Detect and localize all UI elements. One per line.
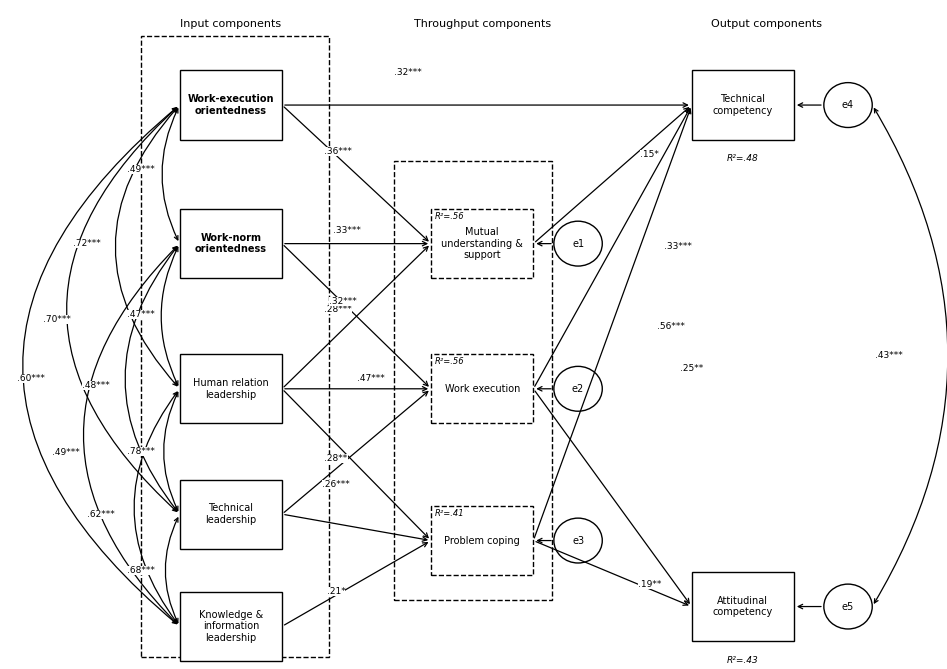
Text: .56***: .56***	[657, 322, 685, 330]
Ellipse shape	[824, 584, 872, 629]
Text: .47***: .47***	[357, 375, 384, 383]
Text: Work-norm
orientedness: Work-norm orientedness	[195, 233, 267, 254]
Text: e5: e5	[842, 601, 854, 611]
Ellipse shape	[554, 367, 602, 411]
Text: .62***: .62***	[86, 510, 115, 518]
Text: Knowledge &
information
leadership: Knowledge & information leadership	[199, 609, 263, 643]
FancyBboxPatch shape	[431, 506, 533, 575]
FancyBboxPatch shape	[180, 480, 282, 549]
Text: .68***: .68***	[127, 566, 154, 575]
Ellipse shape	[554, 518, 602, 563]
Text: .25**: .25**	[680, 365, 704, 373]
Text: e3: e3	[572, 536, 584, 545]
Text: .28***: .28***	[324, 305, 351, 314]
Text: .28**: .28**	[325, 454, 348, 462]
Text: Human relation
leadership: Human relation leadership	[193, 378, 269, 399]
Text: .19**: .19**	[638, 580, 661, 589]
Text: .78***: .78***	[127, 447, 154, 456]
Text: e2: e2	[572, 384, 584, 394]
Text: .26***: .26***	[322, 480, 349, 489]
Text: Technical
competency: Technical competency	[713, 94, 773, 116]
Ellipse shape	[554, 221, 602, 266]
Text: R²=.56: R²=.56	[435, 211, 464, 221]
Text: R²=.41: R²=.41	[435, 508, 464, 518]
Text: Work execution: Work execution	[444, 384, 520, 394]
Text: .48***: .48***	[82, 381, 110, 390]
Text: .70***: .70***	[43, 315, 71, 324]
FancyBboxPatch shape	[431, 209, 533, 278]
FancyBboxPatch shape	[180, 354, 282, 423]
Text: .15*: .15*	[640, 150, 659, 159]
Text: Work-execution
orientedness: Work-execution orientedness	[188, 94, 274, 116]
Text: Mutual
understanding &
support: Mutual understanding & support	[441, 227, 523, 260]
Text: .43***: .43***	[875, 351, 902, 361]
Text: e4: e4	[842, 100, 854, 110]
Text: R²=.43: R²=.43	[727, 656, 759, 665]
Text: .21*: .21*	[327, 587, 346, 596]
Text: .33***: .33***	[664, 242, 691, 252]
Text: R²=.48: R²=.48	[727, 155, 759, 163]
Text: .33***: .33***	[333, 226, 361, 235]
Text: .32***: .32***	[394, 68, 421, 76]
Text: e1: e1	[572, 239, 584, 249]
Text: .60***: .60***	[17, 375, 45, 383]
Text: Input components: Input components	[180, 19, 281, 29]
Text: .32***: .32***	[329, 296, 356, 306]
Text: .49***: .49***	[52, 448, 80, 458]
Text: .36***: .36***	[324, 147, 352, 156]
Text: Problem coping: Problem coping	[444, 536, 520, 545]
FancyBboxPatch shape	[180, 70, 282, 140]
FancyBboxPatch shape	[180, 209, 282, 278]
Text: .72***: .72***	[73, 239, 100, 248]
FancyBboxPatch shape	[431, 354, 533, 423]
Text: Output components: Output components	[710, 19, 822, 29]
Text: Technical
leadership: Technical leadership	[205, 503, 257, 525]
Text: Attitudinal
competency: Attitudinal competency	[713, 595, 773, 617]
Text: .47***: .47***	[127, 310, 154, 319]
FancyBboxPatch shape	[691, 572, 794, 641]
Ellipse shape	[824, 82, 872, 128]
Text: R²=.56: R²=.56	[435, 357, 464, 366]
FancyBboxPatch shape	[180, 591, 282, 661]
Text: Throughput components: Throughput components	[414, 19, 551, 29]
FancyBboxPatch shape	[691, 70, 794, 140]
Text: .49***: .49***	[127, 165, 154, 173]
